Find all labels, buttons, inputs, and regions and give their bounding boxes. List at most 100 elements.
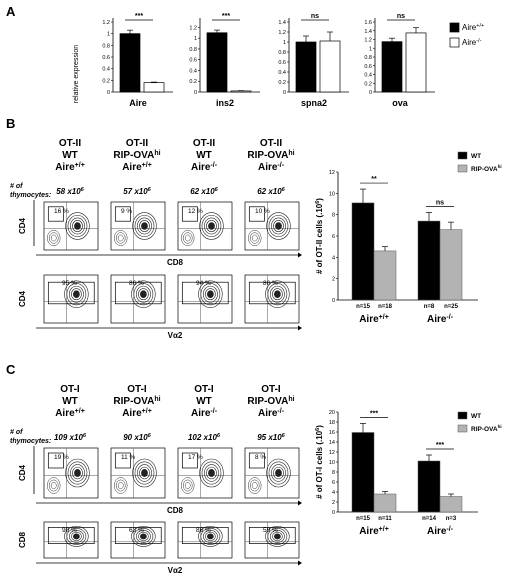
tick-label: 10 [329, 191, 335, 197]
gate [47, 527, 95, 544]
label-text: Aire [427, 526, 447, 537]
legend-label: RIP-OVAhi [471, 424, 502, 433]
legend-label: Aire+/+ [462, 23, 484, 32]
contour-ring [48, 479, 59, 492]
contour-ring [265, 526, 290, 547]
tick-label: 0.4 [102, 67, 110, 73]
contour-ring [184, 234, 191, 242]
genotype-line3: Aire+/+ [55, 408, 85, 419]
sample-size: n=14 [422, 516, 437, 522]
tick-label: 6 [332, 480, 335, 486]
tick-label: 0.2 [278, 80, 286, 86]
tick-label: 0.4 [364, 73, 372, 79]
contour-ring [266, 458, 291, 488]
panel-label: A [6, 4, 16, 19]
gate-percentage: 9 % [121, 208, 132, 215]
label-text: 58 x10 [56, 187, 81, 196]
contour-ring [134, 461, 155, 485]
label-text: Aire [359, 314, 379, 325]
flow-plot [43, 447, 99, 499]
contour-ring [249, 232, 260, 244]
plot-frame [244, 201, 300, 251]
genotype-line3: Aire-/- [258, 162, 285, 173]
contour-ring [132, 458, 157, 488]
flow-plot [177, 201, 233, 251]
flow-plot [244, 274, 300, 324]
significance-mark: ns [311, 13, 319, 20]
contour-ring [64, 526, 89, 547]
gene-label: ins2 [216, 98, 234, 108]
contour-ring [206, 220, 217, 232]
genotype-line2: RIP-OVAhi [113, 150, 160, 161]
gate-percentage: 17 % [188, 454, 203, 461]
category-label: Aire+/+ [359, 526, 389, 537]
y-axis-label: # of OT-II cells (.106) [315, 198, 324, 274]
contour-ring [70, 464, 85, 482]
contour-ring [135, 285, 151, 303]
label-text: WT [471, 413, 481, 420]
gate [248, 452, 265, 469]
plot-frame [110, 201, 166, 251]
contour-ring [247, 230, 262, 246]
flow-plot [110, 447, 166, 499]
contour-ring [273, 466, 284, 480]
category-label: Aire+/+ [359, 314, 389, 325]
label-sup: +/+ [75, 408, 85, 415]
bar [417, 460, 441, 513]
sample-size: n=15 [356, 516, 371, 522]
tick-label: 0.4 [189, 68, 197, 74]
genotype-line1: OT-II [59, 138, 81, 149]
gate-percentage: 63 % [129, 527, 144, 534]
contour-ring [200, 283, 221, 306]
contour-ring [131, 526, 156, 547]
bar [373, 250, 397, 301]
contour-ring [266, 212, 291, 240]
legend-swatch [449, 37, 460, 48]
significance-mark: ** [371, 176, 377, 183]
gate-percentage: 10 % [255, 208, 270, 215]
thymocytes-label: thymocytes: [10, 438, 51, 445]
tick-label: 2 [332, 500, 335, 506]
contour-ring [66, 283, 87, 306]
label-sup: hi [498, 164, 502, 169]
contour-ring [138, 531, 149, 541]
contour-ring [139, 466, 150, 480]
axis-label-y: CD4 [18, 290, 27, 307]
contour-ring [204, 464, 219, 482]
gate-percentage: 90 % [62, 527, 77, 534]
sample-size: n=11 [378, 516, 392, 522]
label-sup: hi [154, 150, 160, 157]
expression-chart-ova: 0 0.2 0.4 0.6 0.8 1 1.2 1.4 1.6 ns ova [364, 13, 435, 108]
contour-ring [272, 288, 283, 301]
axis-label-x: Vα2 [168, 331, 183, 340]
label-text: Aire [191, 408, 211, 419]
tick-label: 0 [194, 90, 197, 96]
flow-plot [244, 447, 300, 499]
label-text: Aire [55, 162, 75, 173]
label-sup: 6 [81, 187, 85, 193]
tick-label: 4 [332, 490, 335, 496]
tick-label: 0 [283, 90, 286, 96]
sample-size: n=18 [378, 304, 393, 310]
contour-ring [275, 292, 280, 297]
label-text: RIP-OVA [471, 426, 498, 433]
contour-ring [251, 482, 258, 489]
label-sup: hi [288, 150, 294, 157]
gate [47, 281, 95, 305]
axis-label-x: CD8 [167, 506, 184, 515]
flow-plot [177, 447, 233, 499]
contour-ring [113, 477, 128, 494]
label-sup: -/- [446, 314, 453, 321]
tick-label: 0.6 [278, 60, 286, 66]
contour-ring [142, 471, 147, 475]
arrow-head [298, 560, 302, 566]
contour-ring [180, 230, 195, 246]
genotype-line1: OT-I [194, 384, 214, 395]
gate-percentage: 19 % [54, 454, 69, 461]
contour-ring [202, 530, 218, 543]
label-text: RIP-OVA [247, 150, 288, 161]
tick-label: 12 [329, 450, 335, 456]
contour-ring [134, 214, 155, 238]
tick-label: 1.4 [278, 20, 286, 26]
